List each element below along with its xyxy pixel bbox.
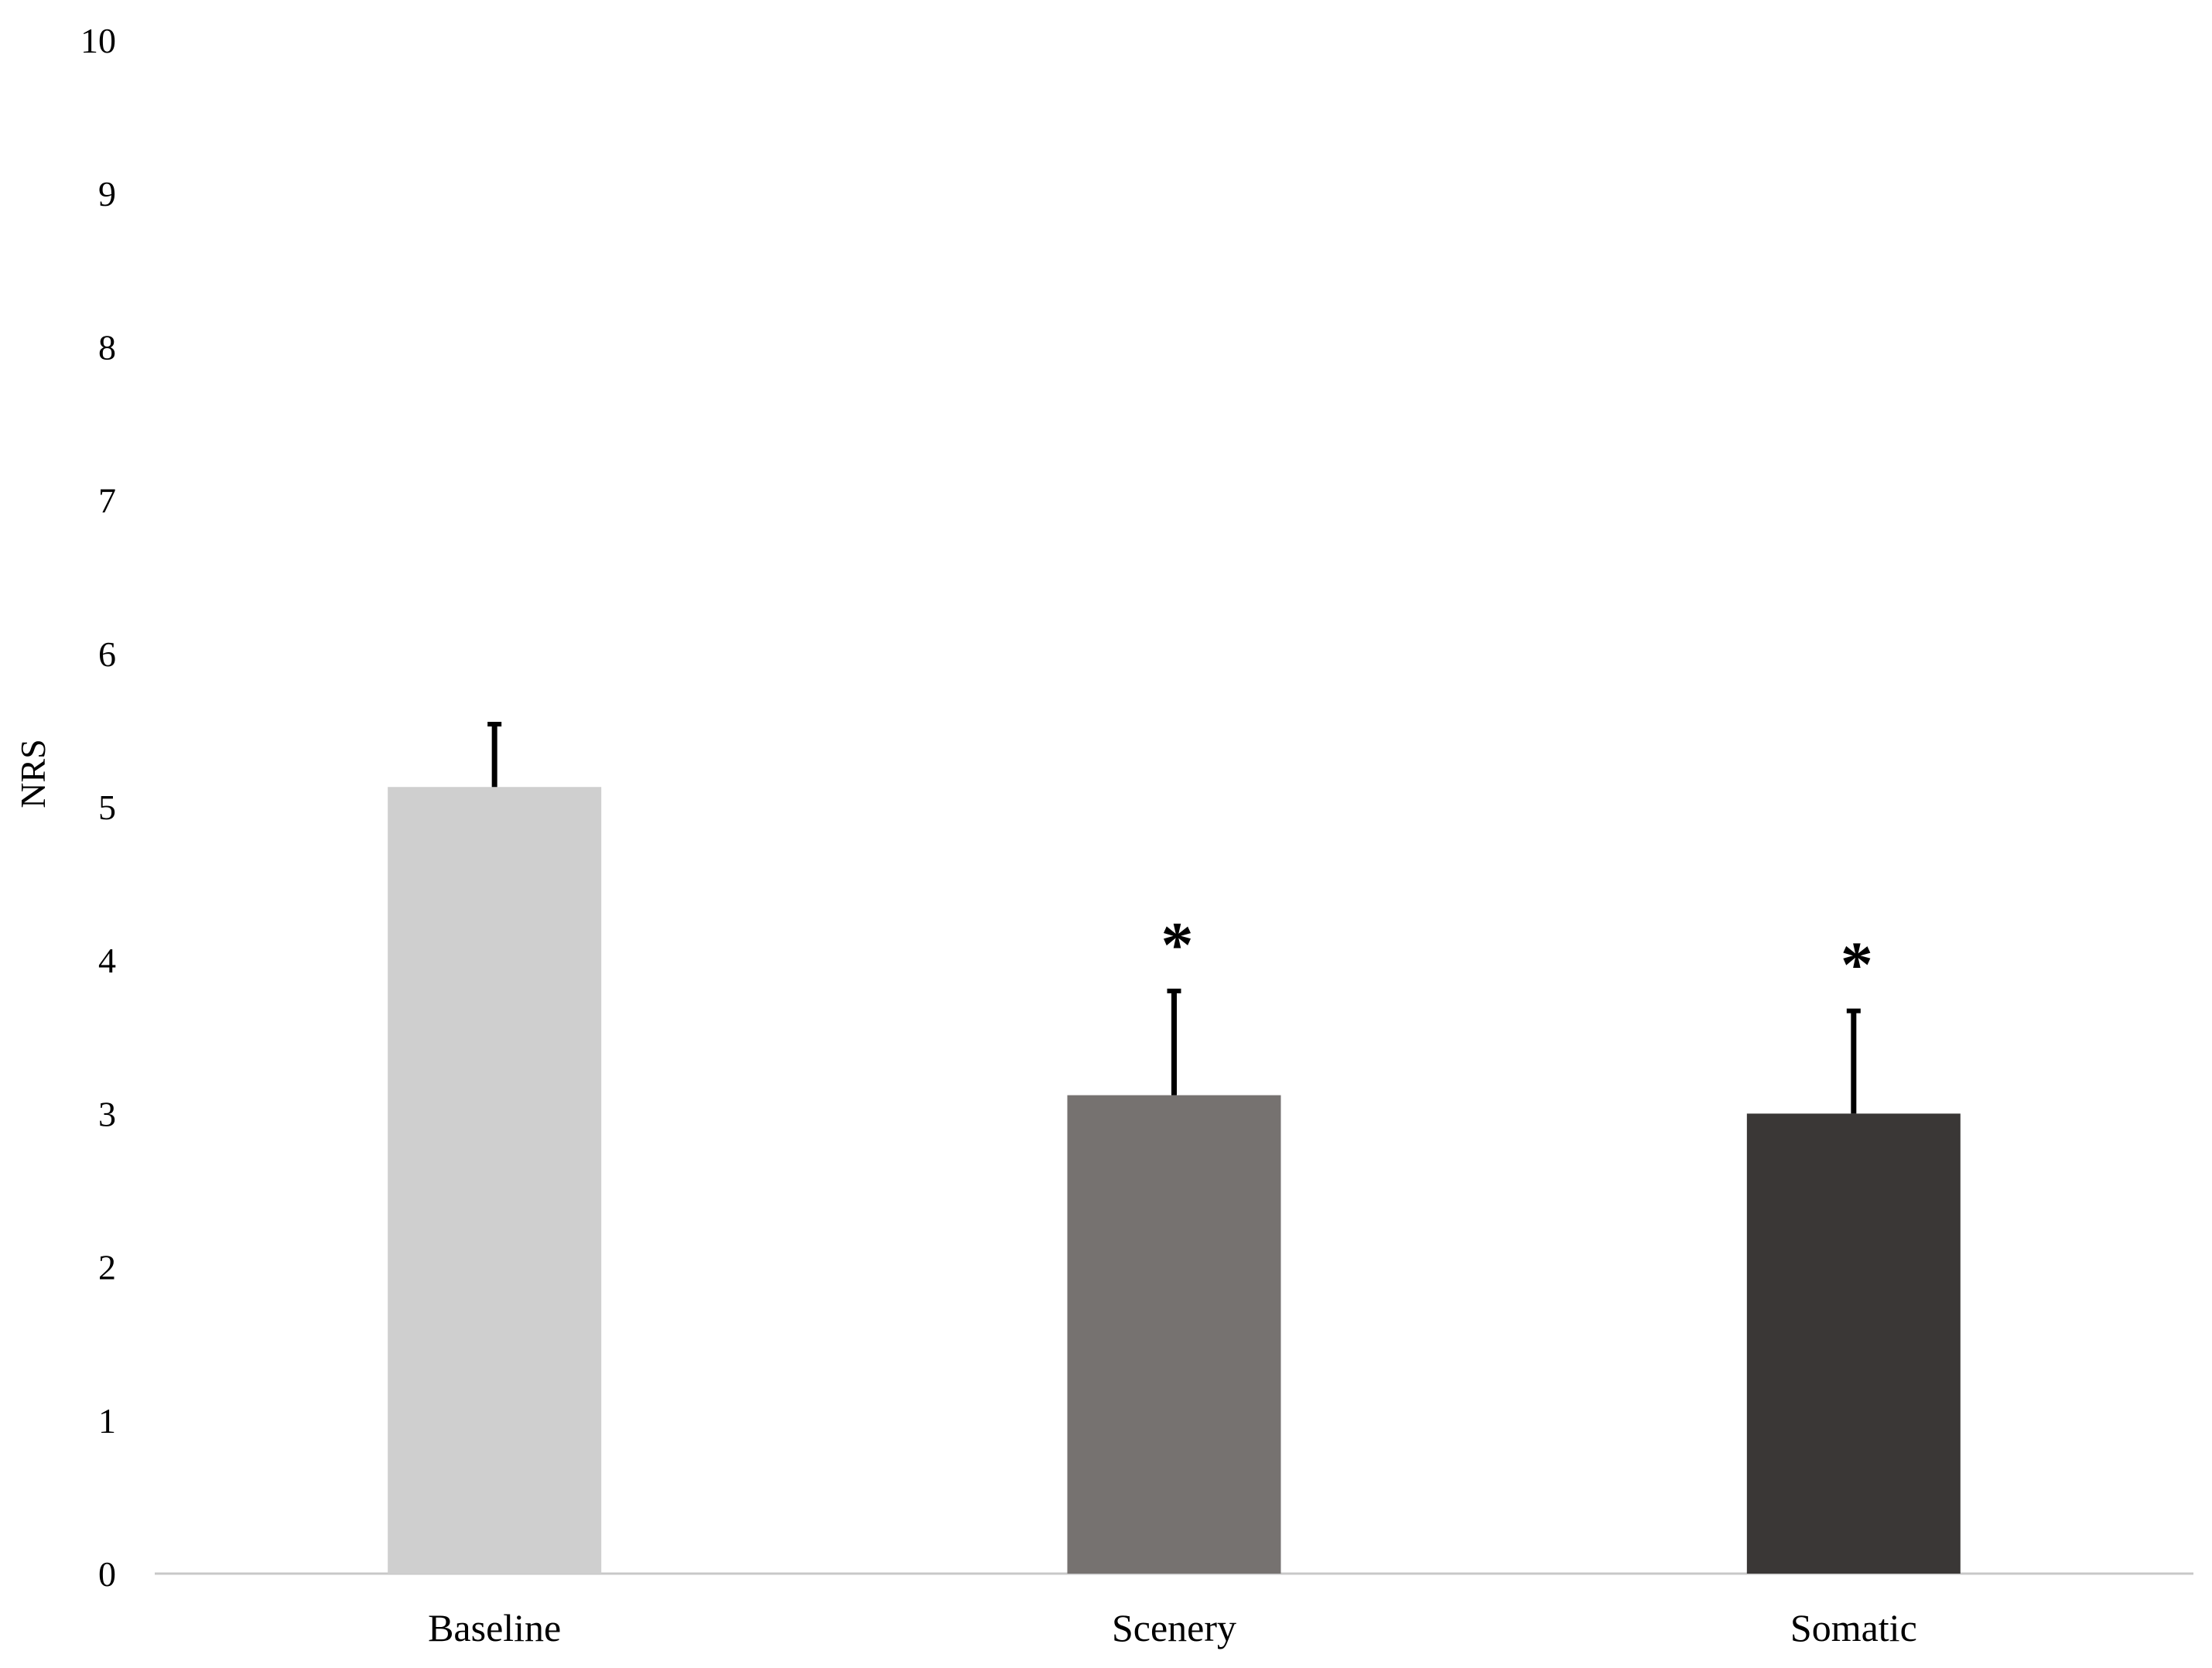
x-axis-labels: Baseline Scenery Somatic xyxy=(428,1606,1917,1649)
error-bars-group xyxy=(487,721,1861,1114)
bars-group xyxy=(388,787,1961,1574)
y-tick-label: 7 xyxy=(98,481,116,521)
bar-scenery xyxy=(1067,1095,1281,1574)
y-tick-label: 1 xyxy=(98,1401,116,1441)
y-tick-label: 9 xyxy=(98,174,116,214)
bar-baseline xyxy=(388,787,602,1574)
x-tick-label: Baseline xyxy=(428,1606,561,1649)
significance-asterisk: * xyxy=(1161,909,1194,981)
significance-asterisk: * xyxy=(1841,929,1873,1001)
y-tick-label: 10 xyxy=(80,21,116,60)
y-axis-label: NRS xyxy=(13,739,53,808)
y-tick-label: 2 xyxy=(98,1248,116,1287)
y-tick-label: 0 xyxy=(98,1554,116,1594)
x-tick-label: Scenery xyxy=(1112,1606,1236,1649)
y-tick-label: 8 xyxy=(98,327,116,367)
y-tick-label: 4 xyxy=(98,941,116,980)
x-tick-label: Somatic xyxy=(1790,1606,1917,1649)
y-tick-label: 6 xyxy=(98,634,116,674)
bar-somatic xyxy=(1746,1113,1961,1574)
y-tick-label: 3 xyxy=(98,1094,116,1133)
y-axis-ticks: 0 1 2 3 4 5 6 7 8 9 10 xyxy=(80,21,116,1594)
y-tick-label: 5 xyxy=(98,788,116,827)
significance-markers: * * xyxy=(1161,909,1873,1001)
